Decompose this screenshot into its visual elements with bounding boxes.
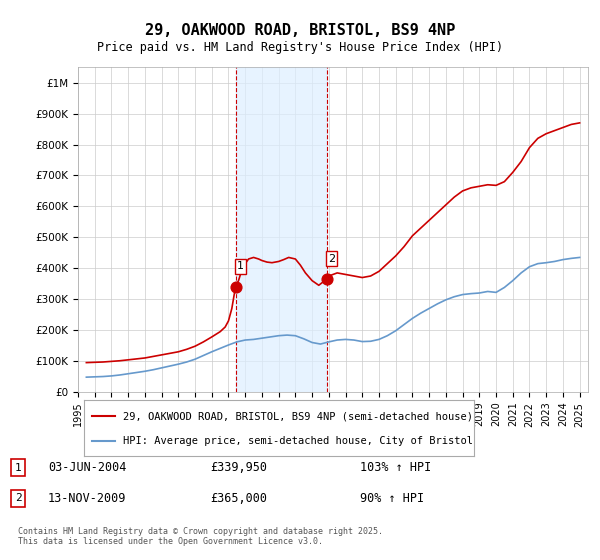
Text: Contains HM Land Registry data © Crown copyright and database right 2025.
This d: Contains HM Land Registry data © Crown c… xyxy=(18,526,383,546)
Text: 1: 1 xyxy=(237,262,244,272)
Point xyxy=(322,274,331,283)
Text: 2: 2 xyxy=(14,493,22,503)
Text: Price paid vs. HM Land Registry's House Price Index (HPI): Price paid vs. HM Land Registry's House … xyxy=(97,41,503,54)
Text: 29, OAKWOOD ROAD, BRISTOL, BS9 4NP: 29, OAKWOOD ROAD, BRISTOL, BS9 4NP xyxy=(145,24,455,38)
Text: 103% ↑ HPI: 103% ↑ HPI xyxy=(360,461,431,474)
Text: £365,000: £365,000 xyxy=(210,492,267,505)
Bar xyxy=(236,67,326,392)
Text: HPI: Average price, semi-detached house, City of Bristol: HPI: Average price, semi-detached house,… xyxy=(123,436,473,446)
Text: 2: 2 xyxy=(328,254,335,264)
Text: 90% ↑ HPI: 90% ↑ HPI xyxy=(360,492,424,505)
Text: 29, OAKWOOD ROAD, BRISTOL, BS9 4NP (semi-detached house): 29, OAKWOOD ROAD, BRISTOL, BS9 4NP (semi… xyxy=(123,411,473,421)
Text: 03-JUN-2004: 03-JUN-2004 xyxy=(48,461,127,474)
Point xyxy=(231,282,241,291)
Text: £339,950: £339,950 xyxy=(210,461,267,474)
Text: 13-NOV-2009: 13-NOV-2009 xyxy=(48,492,127,505)
Text: 1: 1 xyxy=(14,463,22,473)
